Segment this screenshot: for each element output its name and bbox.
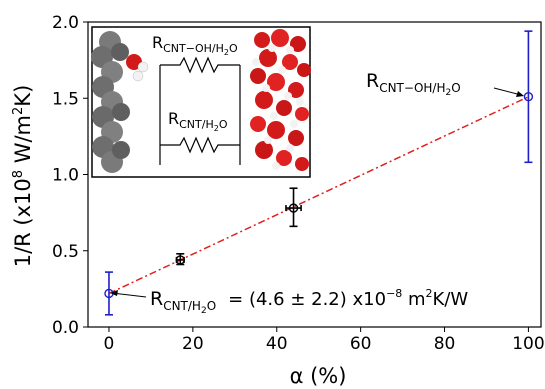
data-points (104, 30, 534, 316)
x-axis-ticks: 0 20 40 60 80 100 (104, 327, 545, 354)
y-axis-ticks: 0.0 0.5 1.0 1.5 2.0 (52, 13, 88, 338)
y-tick-label: 0.0 (52, 318, 79, 338)
inset-label-bottom: RCNT/H2O (168, 109, 228, 133)
data-marker (175, 255, 185, 265)
x-axis-label: α (%) (290, 364, 347, 388)
x-tick-label: 60 (350, 334, 372, 354)
x-tick-label: 20 (182, 334, 204, 354)
x-tick-label: 40 (266, 334, 288, 354)
y-tick-label: 1.0 (52, 166, 79, 186)
data-marker (288, 203, 299, 213)
y-axis-label: 1/R (x108 W/m2K) (11, 85, 35, 268)
annotation-arrow-high (493, 87, 522, 96)
annotation-arrowhead-low (110, 290, 118, 296)
annotation-r-cntoh-h2o: RCNT−OH/H2O (366, 70, 461, 98)
x-tick-label: 80 (434, 334, 456, 354)
resistor-circuit (159, 56, 241, 165)
data-point (175, 253, 185, 266)
data-marker (523, 92, 534, 102)
data-point (285, 187, 302, 228)
x-tick-label: 100 (512, 334, 544, 354)
resistor-bottom (160, 136, 240, 154)
inset-schematic: RCNT−OH/H2O RCNT/H2O (91, 26, 311, 178)
data-point (523, 30, 534, 164)
annotation-arrow-low (111, 292, 147, 298)
y-tick-label: 0.5 (52, 242, 79, 262)
resistor-top (160, 56, 240, 74)
annotation-r-cnt-h2o: RCNT/H2O = (4.6 ± 2.2) x10−8 m2K/W (150, 287, 468, 316)
inset-label-top: RCNT−OH/H2O (152, 33, 238, 57)
y-tick-label: 2.0 (52, 13, 79, 33)
y-tick-label: 1.5 (52, 89, 79, 109)
cnt-wall-graphic (91, 31, 149, 173)
x-tick-label: 0 (104, 334, 115, 354)
annotation-arrowhead-high (516, 91, 524, 97)
water-graphic (250, 29, 311, 171)
